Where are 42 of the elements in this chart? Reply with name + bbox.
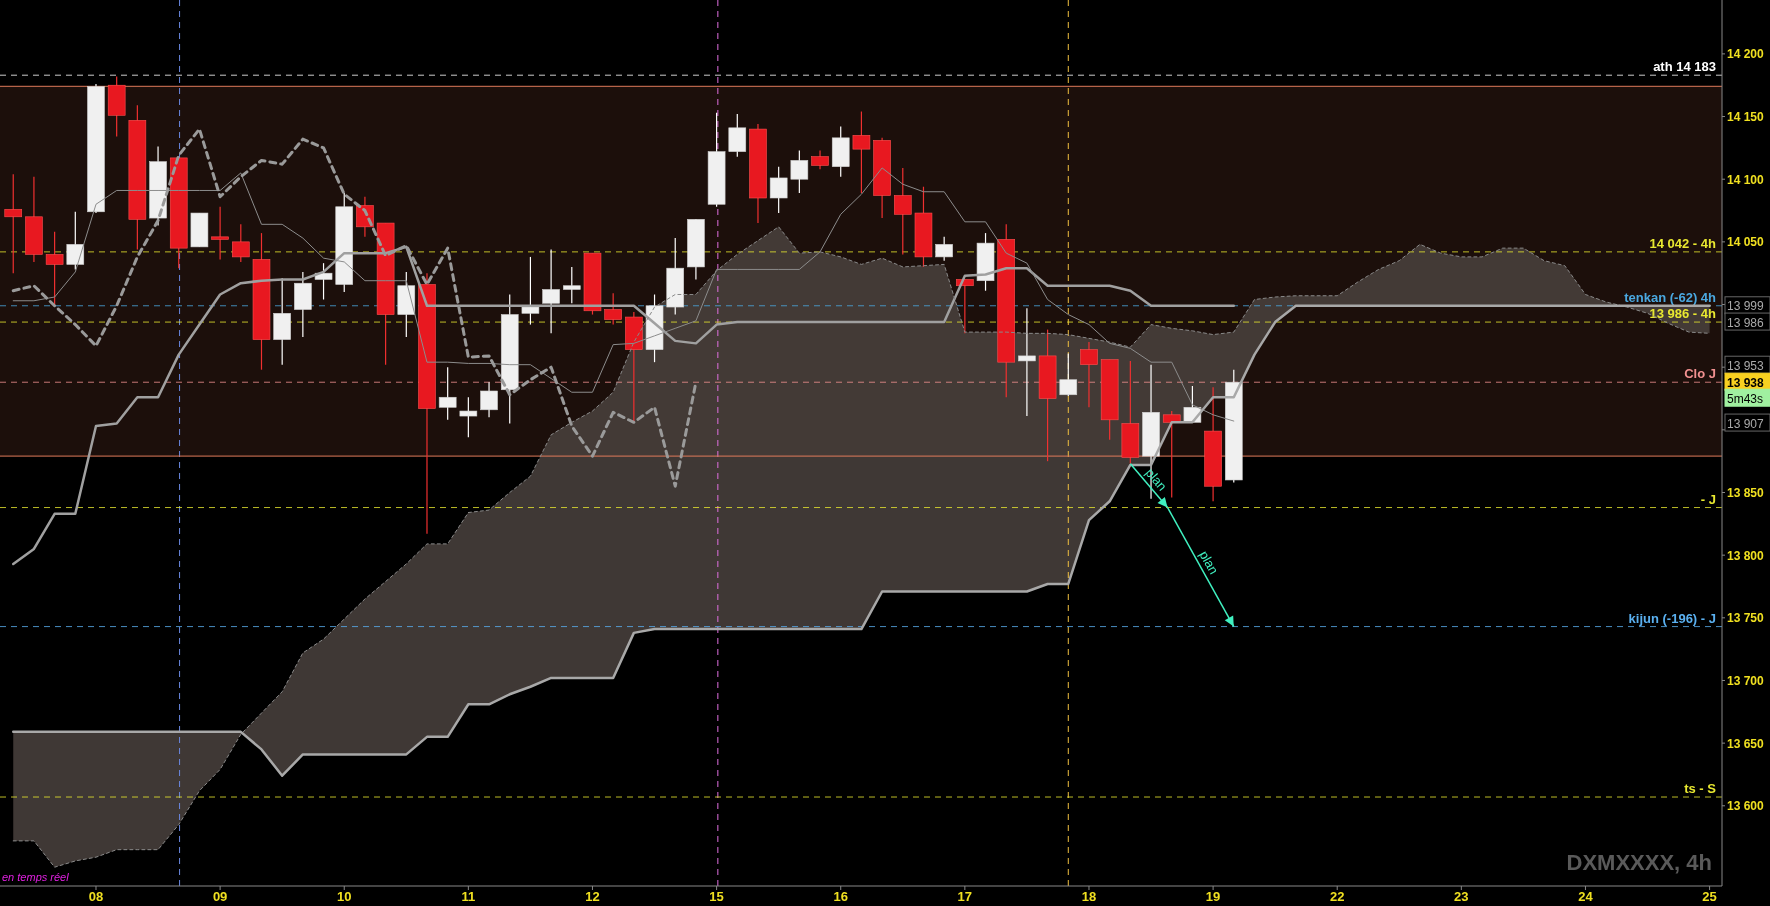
annotation: DXMXXXX, 4h bbox=[1566, 850, 1712, 875]
x-tick-label: 10 bbox=[337, 889, 352, 904]
y-tick-label: 13 650 bbox=[1727, 736, 1765, 751]
y-tick-label: 13 700 bbox=[1727, 673, 1765, 688]
x-tick-label: 24 bbox=[1578, 889, 1594, 904]
y-tick-label: 13 850 bbox=[1727, 486, 1765, 500]
x-tick-label: 12 bbox=[585, 889, 600, 904]
ref-line-label: ath 14 183 bbox=[1653, 59, 1716, 75]
x-tick-label: 08 bbox=[88, 889, 104, 904]
text: 13 938 bbox=[1727, 375, 1765, 390]
text: 13 907 bbox=[1727, 416, 1765, 431]
text: 5m43s bbox=[1727, 391, 1764, 406]
y-tick-label: 13 600 bbox=[1727, 799, 1765, 814]
text: 13 986 bbox=[1727, 315, 1765, 330]
x-tick-label: 16 bbox=[833, 889, 848, 904]
x-tick-label: 09 bbox=[212, 889, 228, 904]
x-tick-label: 11 bbox=[461, 889, 476, 904]
ref-line-label: ts - S bbox=[1684, 781, 1717, 797]
annotation: en temps réel bbox=[2, 871, 70, 883]
ref-line-label: - J bbox=[1700, 491, 1716, 507]
x-tick-label: 17 bbox=[957, 889, 973, 904]
ref-line-label: Clo J bbox=[1684, 366, 1716, 382]
y-tick-label: 13 800 bbox=[1727, 548, 1765, 563]
ref-line-label: 14 042 - 4h bbox=[1649, 235, 1717, 251]
annotation: plan bbox=[1142, 465, 1170, 494]
x-tick-label: 22 bbox=[1329, 889, 1345, 904]
ref-line-label: tenkan (-62) 4h bbox=[1624, 289, 1717, 305]
ref-line-label: 13 986 - 4h bbox=[1649, 306, 1717, 322]
text: 13 999 bbox=[1727, 299, 1765, 314]
x-tick-label: 19 bbox=[1205, 889, 1221, 904]
x-tick-label: 15 bbox=[709, 889, 724, 904]
y-tick-label: 14 100 bbox=[1727, 172, 1765, 187]
x-tick-label: 23 bbox=[1454, 889, 1469, 904]
y-tick-label: 14 200 bbox=[1727, 47, 1765, 62]
annotation: plan bbox=[1196, 548, 1222, 577]
y-tick-label: 14 150 bbox=[1727, 110, 1765, 125]
x-tick-label: 18 bbox=[1081, 889, 1097, 904]
y-tick-label: 14 050 bbox=[1727, 235, 1765, 250]
text: 13 953 bbox=[1727, 358, 1765, 373]
ref-line-label: kijun (-196) - J bbox=[1628, 610, 1716, 626]
y-tick-label: 13 750 bbox=[1727, 611, 1765, 626]
x-tick-label: 25 bbox=[1702, 889, 1717, 904]
